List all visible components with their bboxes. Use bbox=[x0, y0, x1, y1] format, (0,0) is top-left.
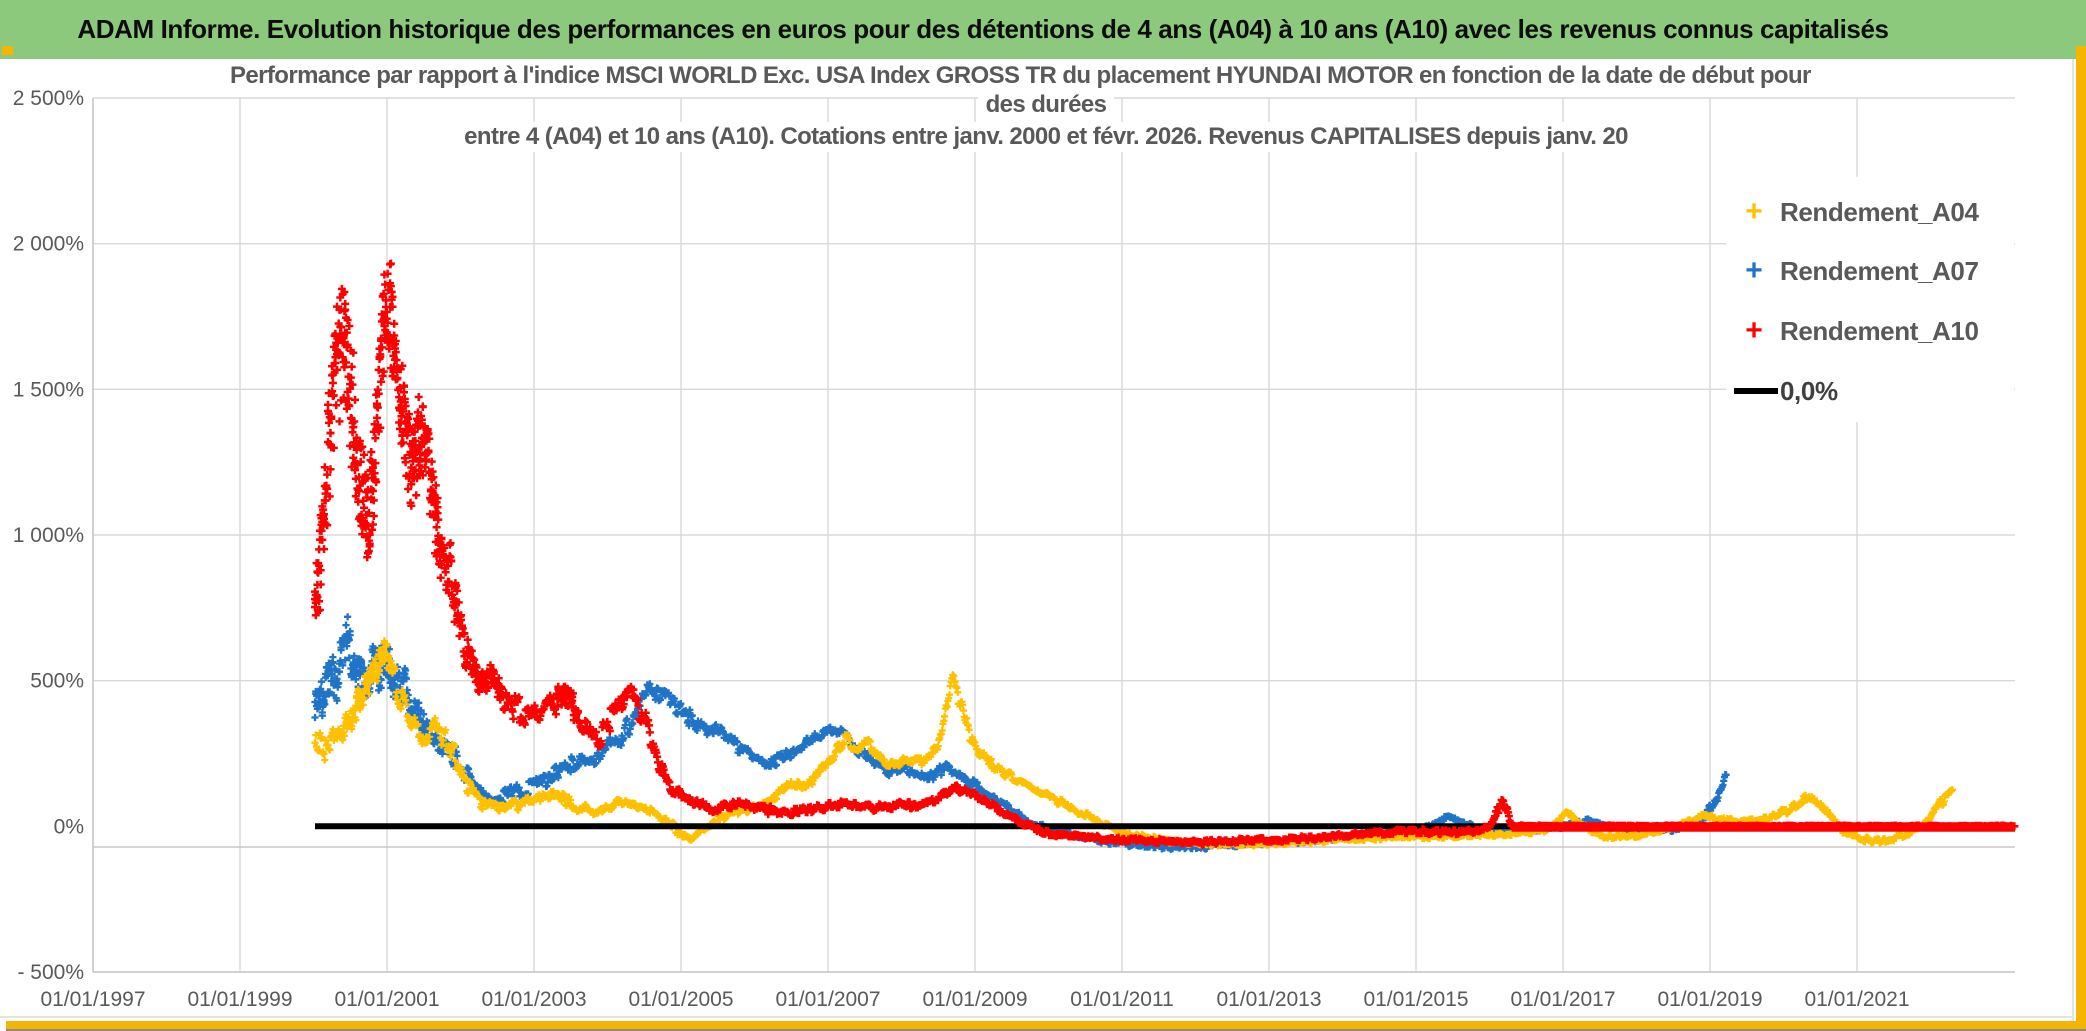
legend-label: Rendement_A10 bbox=[1780, 315, 1979, 346]
plus-marker-icon: + bbox=[1745, 314, 1763, 347]
legend-item-zero-line: 0,0% bbox=[1734, 373, 1838, 409]
zero-line-marker-icon bbox=[1734, 388, 1778, 394]
gold-accent-right-strip bbox=[2076, 46, 2086, 1031]
svg-text:0%: 0% bbox=[54, 815, 84, 838]
legend-item-rendement-a04: + Rendement_A04 bbox=[1734, 194, 1979, 230]
svg-text:01/01/2005: 01/01/2005 bbox=[628, 988, 733, 1011]
svg-text:- 500%: - 500% bbox=[17, 961, 84, 984]
legend-item-rendement-a07: + Rendement_A07 bbox=[1734, 253, 1979, 289]
legend: + Rendement_A04 + Rendement_A07 + Rendem… bbox=[1726, 177, 2014, 422]
svg-text:01/01/2017: 01/01/2017 bbox=[1510, 988, 1615, 1011]
svg-text:1 000%: 1 000% bbox=[13, 524, 84, 547]
plus-marker-icon: + bbox=[1745, 195, 1763, 228]
svg-text:2 000%: 2 000% bbox=[13, 233, 84, 256]
gold-accent-bottom-strip bbox=[6, 1021, 2086, 1031]
page-edge-vertical bbox=[2072, 59, 2074, 1021]
svg-text:01/01/2007: 01/01/2007 bbox=[775, 988, 880, 1011]
svg-text:01/01/2019: 01/01/2019 bbox=[1657, 988, 1762, 1011]
chart-title-line2: des durées bbox=[977, 90, 1115, 120]
legend-item-rendement-a10: + Rendement_A10 bbox=[1734, 313, 1979, 349]
page-edge-horizontal bbox=[0, 1016, 2072, 1018]
svg-text:1 500%: 1 500% bbox=[13, 378, 84, 401]
svg-text:01/01/2015: 01/01/2015 bbox=[1363, 988, 1468, 1011]
chart-title-line1: Performance par rapport à l'indice MSCI … bbox=[228, 60, 1819, 92]
svg-text:01/01/2021: 01/01/2021 bbox=[1804, 988, 1909, 1011]
chart-title-rest: des durées entre 4 (A04) et 10 ans (A10)… bbox=[228, 90, 1864, 152]
plus-marker-icon: + bbox=[1745, 254, 1763, 287]
svg-text:01/01/1999: 01/01/1999 bbox=[187, 988, 292, 1011]
gold-accent-left bbox=[2, 46, 13, 55]
svg-text:500%: 500% bbox=[30, 670, 84, 693]
legend-label: 0,0% bbox=[1780, 375, 1838, 406]
banner-title: ADAM Informe. Evolution historique des p… bbox=[0, 0, 2086, 59]
legend-label: Rendement_A04 bbox=[1780, 196, 1979, 227]
svg-text:01/01/2003: 01/01/2003 bbox=[481, 988, 586, 1011]
svg-text:01/01/2013: 01/01/2013 bbox=[1216, 988, 1321, 1011]
svg-text:01/01/2011: 01/01/2011 bbox=[1070, 988, 1174, 1011]
chart-title-line3: entre 4 (A04) et 10 ans (A10). Cotations… bbox=[456, 122, 1636, 152]
svg-text:01/01/2001: 01/01/2001 bbox=[334, 988, 439, 1011]
svg-text:01/01/1997: 01/01/1997 bbox=[40, 988, 145, 1011]
svg-text:01/01/2009: 01/01/2009 bbox=[922, 988, 1027, 1011]
svg-text:2 500%: 2 500% bbox=[13, 87, 84, 110]
legend-label: Rendement_A07 bbox=[1780, 255, 1979, 286]
